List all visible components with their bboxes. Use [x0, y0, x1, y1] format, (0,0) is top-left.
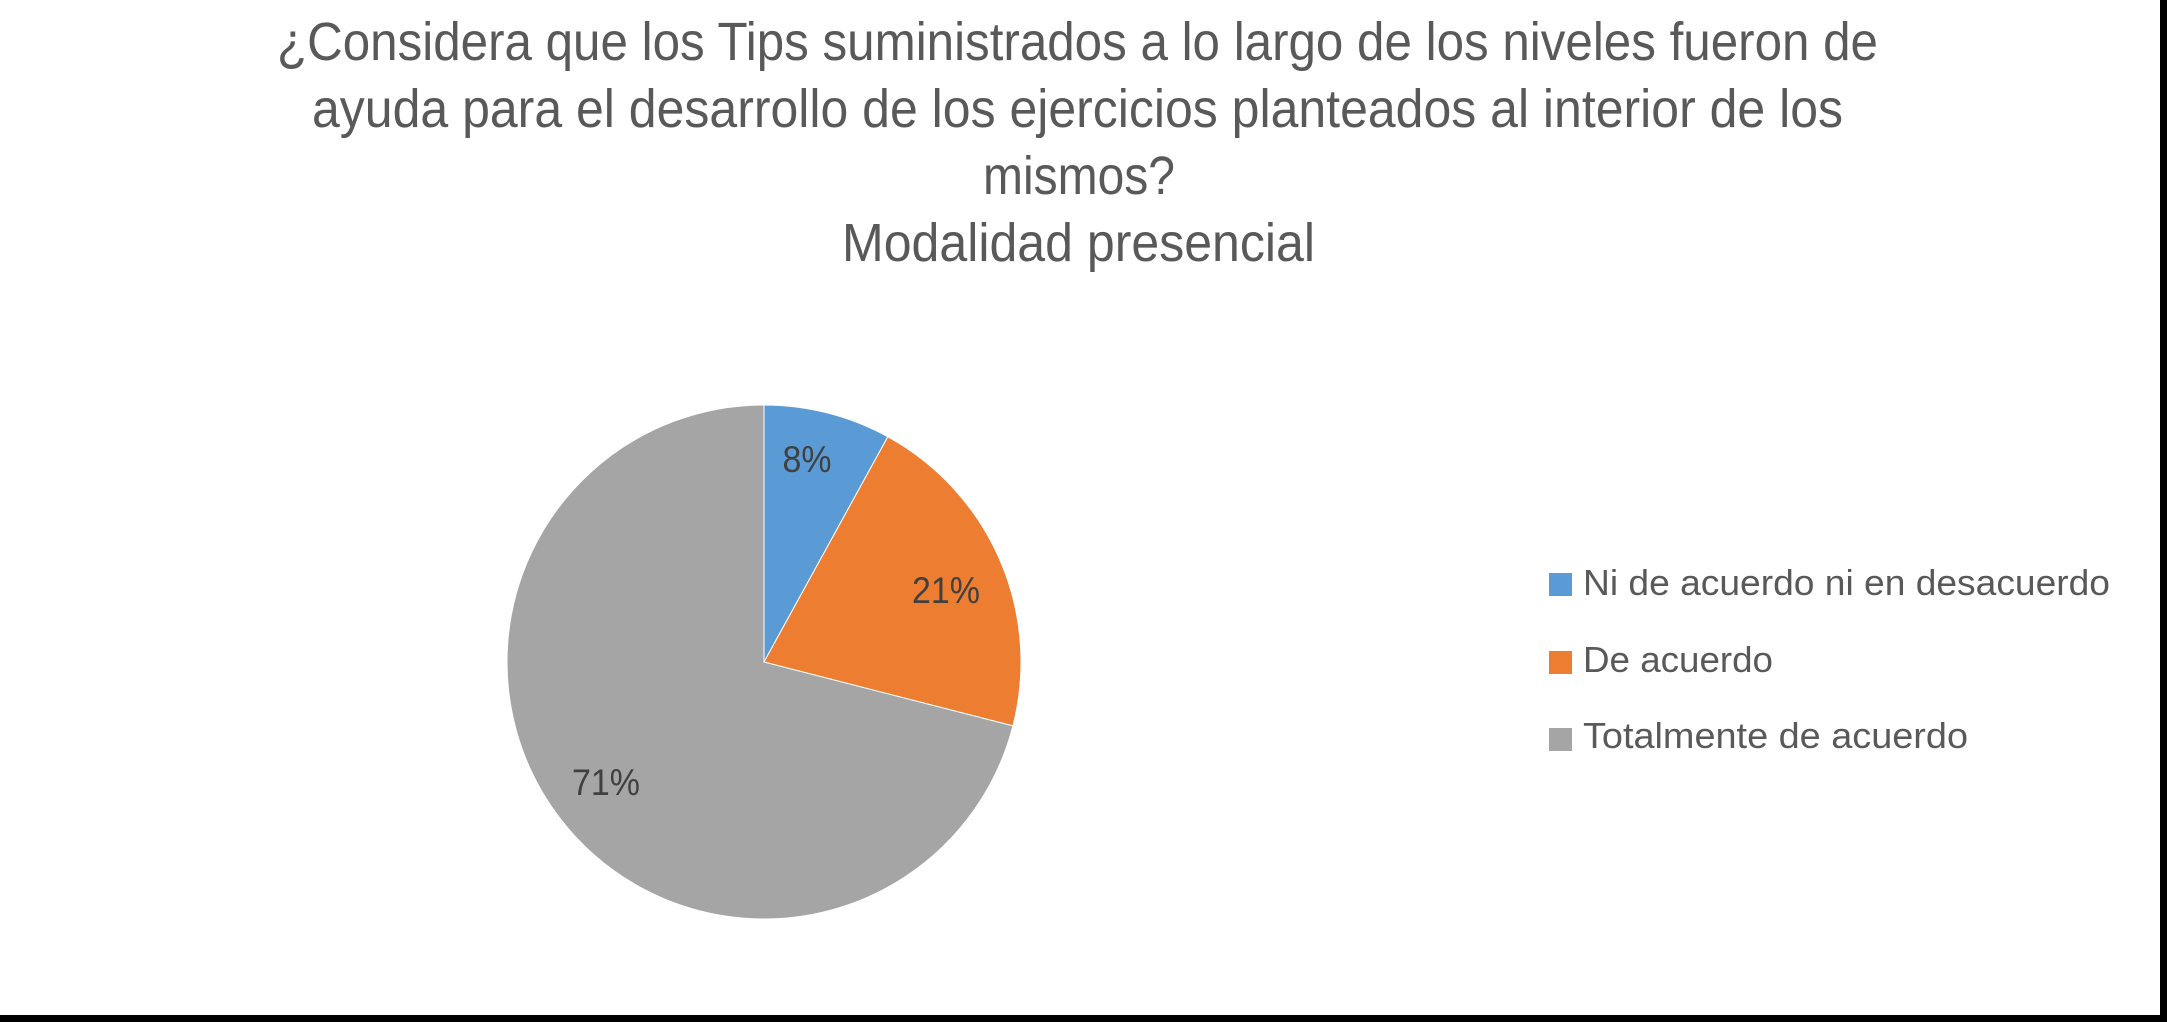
legend-label: Ni de acuerdo ni en desacuerdo	[1583, 562, 2110, 603]
legend-item-ni-de-acuerdo[interactable]: Ni de acuerdo ni en desacuerdo	[1549, 562, 2110, 603]
chart-title-line-1: ¿Considera que los Tips suministrados a …	[277, 12, 1878, 72]
pie-slices	[506, 404, 1022, 920]
legend-swatch-blue-icon	[1549, 573, 1572, 596]
data-labels: 8% 21% 71%	[572, 439, 980, 803]
legend: Ni de acuerdo ni en desacuerdo De acuerd…	[1549, 562, 2110, 756]
chart-title-line-2: ayuda para el desarrollo de los ejercici…	[312, 79, 1843, 139]
pie-slice-de-acuerdo[interactable]	[763, 436, 1022, 727]
legend-item-de-acuerdo[interactable]: De acuerdo	[1549, 639, 1773, 680]
data-label-totalmente-de-acuerdo: 71%	[572, 762, 640, 803]
chart-title-line-3: mismos?	[983, 146, 1175, 206]
legend-label: De acuerdo	[1583, 639, 1773, 680]
data-label-ni-de-acuerdo: 8%	[783, 439, 832, 480]
pie-slice-ni-de-acuerdo-ni-en-desacuerdo[interactable]	[763, 404, 889, 663]
legend-swatch-gray-icon	[1549, 728, 1572, 751]
data-label-de-acuerdo: 21%	[912, 570, 980, 611]
legend-label: Totalmente de acuerdo	[1583, 715, 1968, 756]
legend-item-totalmente-de-acuerdo[interactable]: Totalmente de acuerdo	[1549, 715, 1968, 756]
chart-title: ¿Considera que los Tips suministrados a …	[277, 12, 1878, 273]
chart-subtitle: Modalidad presencial	[842, 213, 1315, 273]
legend-swatch-orange-icon	[1549, 651, 1572, 674]
pie-slice-totalmente-de-acuerdo[interactable]	[506, 404, 1014, 920]
